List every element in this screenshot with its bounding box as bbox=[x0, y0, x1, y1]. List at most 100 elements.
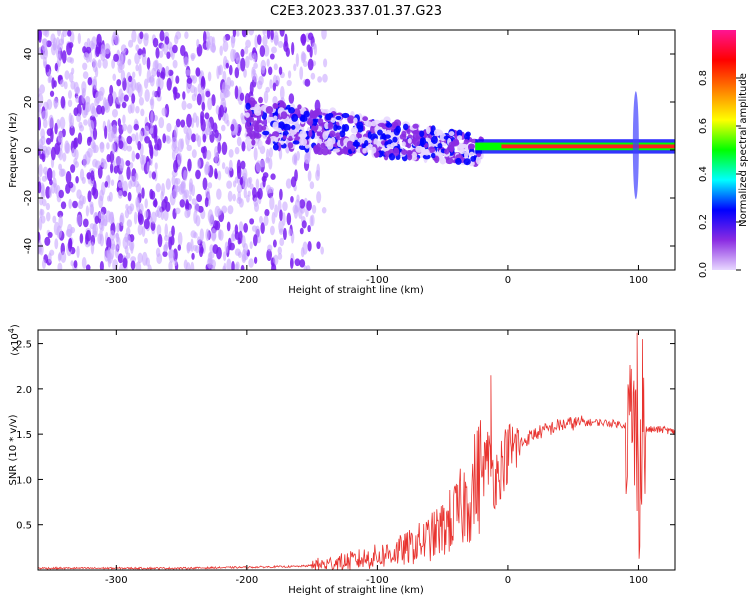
noise-blob bbox=[180, 119, 186, 128]
noise-blob bbox=[305, 151, 311, 165]
noise-blob bbox=[200, 110, 205, 121]
signal-blob bbox=[370, 120, 377, 127]
noise-blob bbox=[291, 41, 295, 56]
noise-blob bbox=[53, 97, 59, 108]
noise-blob bbox=[195, 67, 201, 77]
noise-blob bbox=[309, 181, 315, 190]
noise-blob bbox=[166, 51, 171, 60]
noise-blob bbox=[40, 208, 45, 216]
noise-blob bbox=[130, 242, 134, 254]
noise-blob bbox=[146, 161, 150, 173]
signal-blob bbox=[371, 146, 377, 154]
noise-blob bbox=[246, 194, 250, 203]
noise-blob bbox=[215, 105, 220, 115]
noise-blob bbox=[243, 68, 247, 78]
noise-blob bbox=[153, 149, 159, 157]
noise-blob bbox=[48, 114, 54, 129]
noise-blob bbox=[191, 184, 196, 197]
signal-blob bbox=[254, 106, 262, 113]
signal-blob bbox=[386, 144, 394, 149]
noise-blob bbox=[184, 31, 189, 40]
noise-blob bbox=[253, 256, 258, 264]
noise-blob bbox=[205, 90, 211, 98]
noise-blob bbox=[191, 252, 195, 260]
spike-blob bbox=[632, 91, 639, 200]
noise-blob bbox=[127, 104, 133, 114]
noise-blob bbox=[85, 101, 91, 113]
noise-blob bbox=[94, 215, 99, 225]
signal-blob bbox=[401, 130, 407, 138]
noise-blob bbox=[194, 245, 200, 254]
colorbar-tick-label: 0.8 bbox=[698, 70, 709, 86]
y-tick-label: 1.5 bbox=[16, 430, 32, 441]
signal-blob bbox=[433, 128, 442, 137]
noise-blob bbox=[300, 33, 307, 45]
noise-blob bbox=[219, 104, 224, 118]
signal-blob bbox=[323, 108, 330, 114]
noise-blob bbox=[38, 138, 44, 152]
noise-blob bbox=[126, 124, 133, 134]
signal-blob bbox=[313, 118, 319, 123]
noise-blob bbox=[133, 211, 138, 225]
noise-blob bbox=[214, 171, 218, 180]
noise-blob bbox=[288, 93, 295, 104]
noise-blob bbox=[236, 165, 242, 180]
y-tick-label: 40 bbox=[23, 48, 34, 61]
noise-blob bbox=[91, 36, 97, 47]
noise-blob bbox=[137, 223, 143, 236]
line-band-core bbox=[501, 144, 675, 149]
signal-blob bbox=[308, 129, 313, 138]
signal-blob bbox=[249, 130, 257, 140]
signal-blob bbox=[279, 100, 285, 108]
noise-blob bbox=[134, 52, 140, 65]
noise-blob bbox=[307, 32, 314, 41]
noise-blob bbox=[59, 79, 65, 88]
signal-blob bbox=[353, 117, 358, 124]
snr-y-scale: (x104) bbox=[7, 324, 21, 356]
noise-blob bbox=[307, 170, 312, 182]
snr-y-label: SNR (10 * v/v) bbox=[8, 414, 19, 485]
signal-blob bbox=[423, 148, 430, 156]
noise-blob bbox=[179, 199, 186, 208]
noise-blob bbox=[315, 169, 320, 182]
noise-blob bbox=[107, 246, 111, 261]
noise-blob bbox=[165, 65, 170, 78]
noise-blob bbox=[122, 257, 128, 269]
noise-blob bbox=[237, 251, 242, 258]
noise-blob bbox=[121, 101, 127, 109]
signal-blob bbox=[262, 130, 270, 136]
noise-blob bbox=[57, 210, 64, 218]
noise-blob bbox=[174, 185, 181, 193]
signal-blob bbox=[407, 153, 413, 161]
noise-blob bbox=[116, 79, 122, 87]
noise-blob bbox=[143, 78, 149, 89]
x-tick-label: -100 bbox=[366, 275, 389, 286]
signal-blob bbox=[316, 111, 323, 116]
noise-blob bbox=[138, 96, 145, 106]
noise-blob bbox=[78, 121, 83, 129]
signal-blob bbox=[316, 131, 321, 137]
noise-blob bbox=[230, 80, 235, 87]
noise-blob bbox=[92, 158, 98, 168]
noise-blob bbox=[295, 53, 299, 67]
snr-y-scale-exponent: 4 bbox=[7, 328, 16, 333]
signal-blob bbox=[377, 129, 383, 136]
y-tick-label: 1.0 bbox=[16, 475, 32, 486]
noise-blob bbox=[253, 234, 258, 247]
noise-blob bbox=[131, 71, 136, 79]
signal-blob bbox=[339, 130, 346, 138]
noise-blob bbox=[122, 180, 128, 195]
noise-blob bbox=[131, 150, 136, 162]
noise-blob bbox=[126, 166, 131, 180]
noise-blob bbox=[160, 191, 164, 202]
noise-blob bbox=[106, 119, 111, 133]
signal-blob bbox=[426, 126, 431, 135]
noise-blob bbox=[202, 133, 207, 143]
signal-blob bbox=[329, 130, 336, 138]
noise-blob bbox=[306, 200, 312, 211]
noise-blob bbox=[251, 225, 258, 232]
noise-blob bbox=[282, 212, 286, 226]
noise-blob bbox=[96, 104, 103, 115]
noise-blob bbox=[126, 145, 132, 152]
signal-blob bbox=[364, 139, 369, 147]
